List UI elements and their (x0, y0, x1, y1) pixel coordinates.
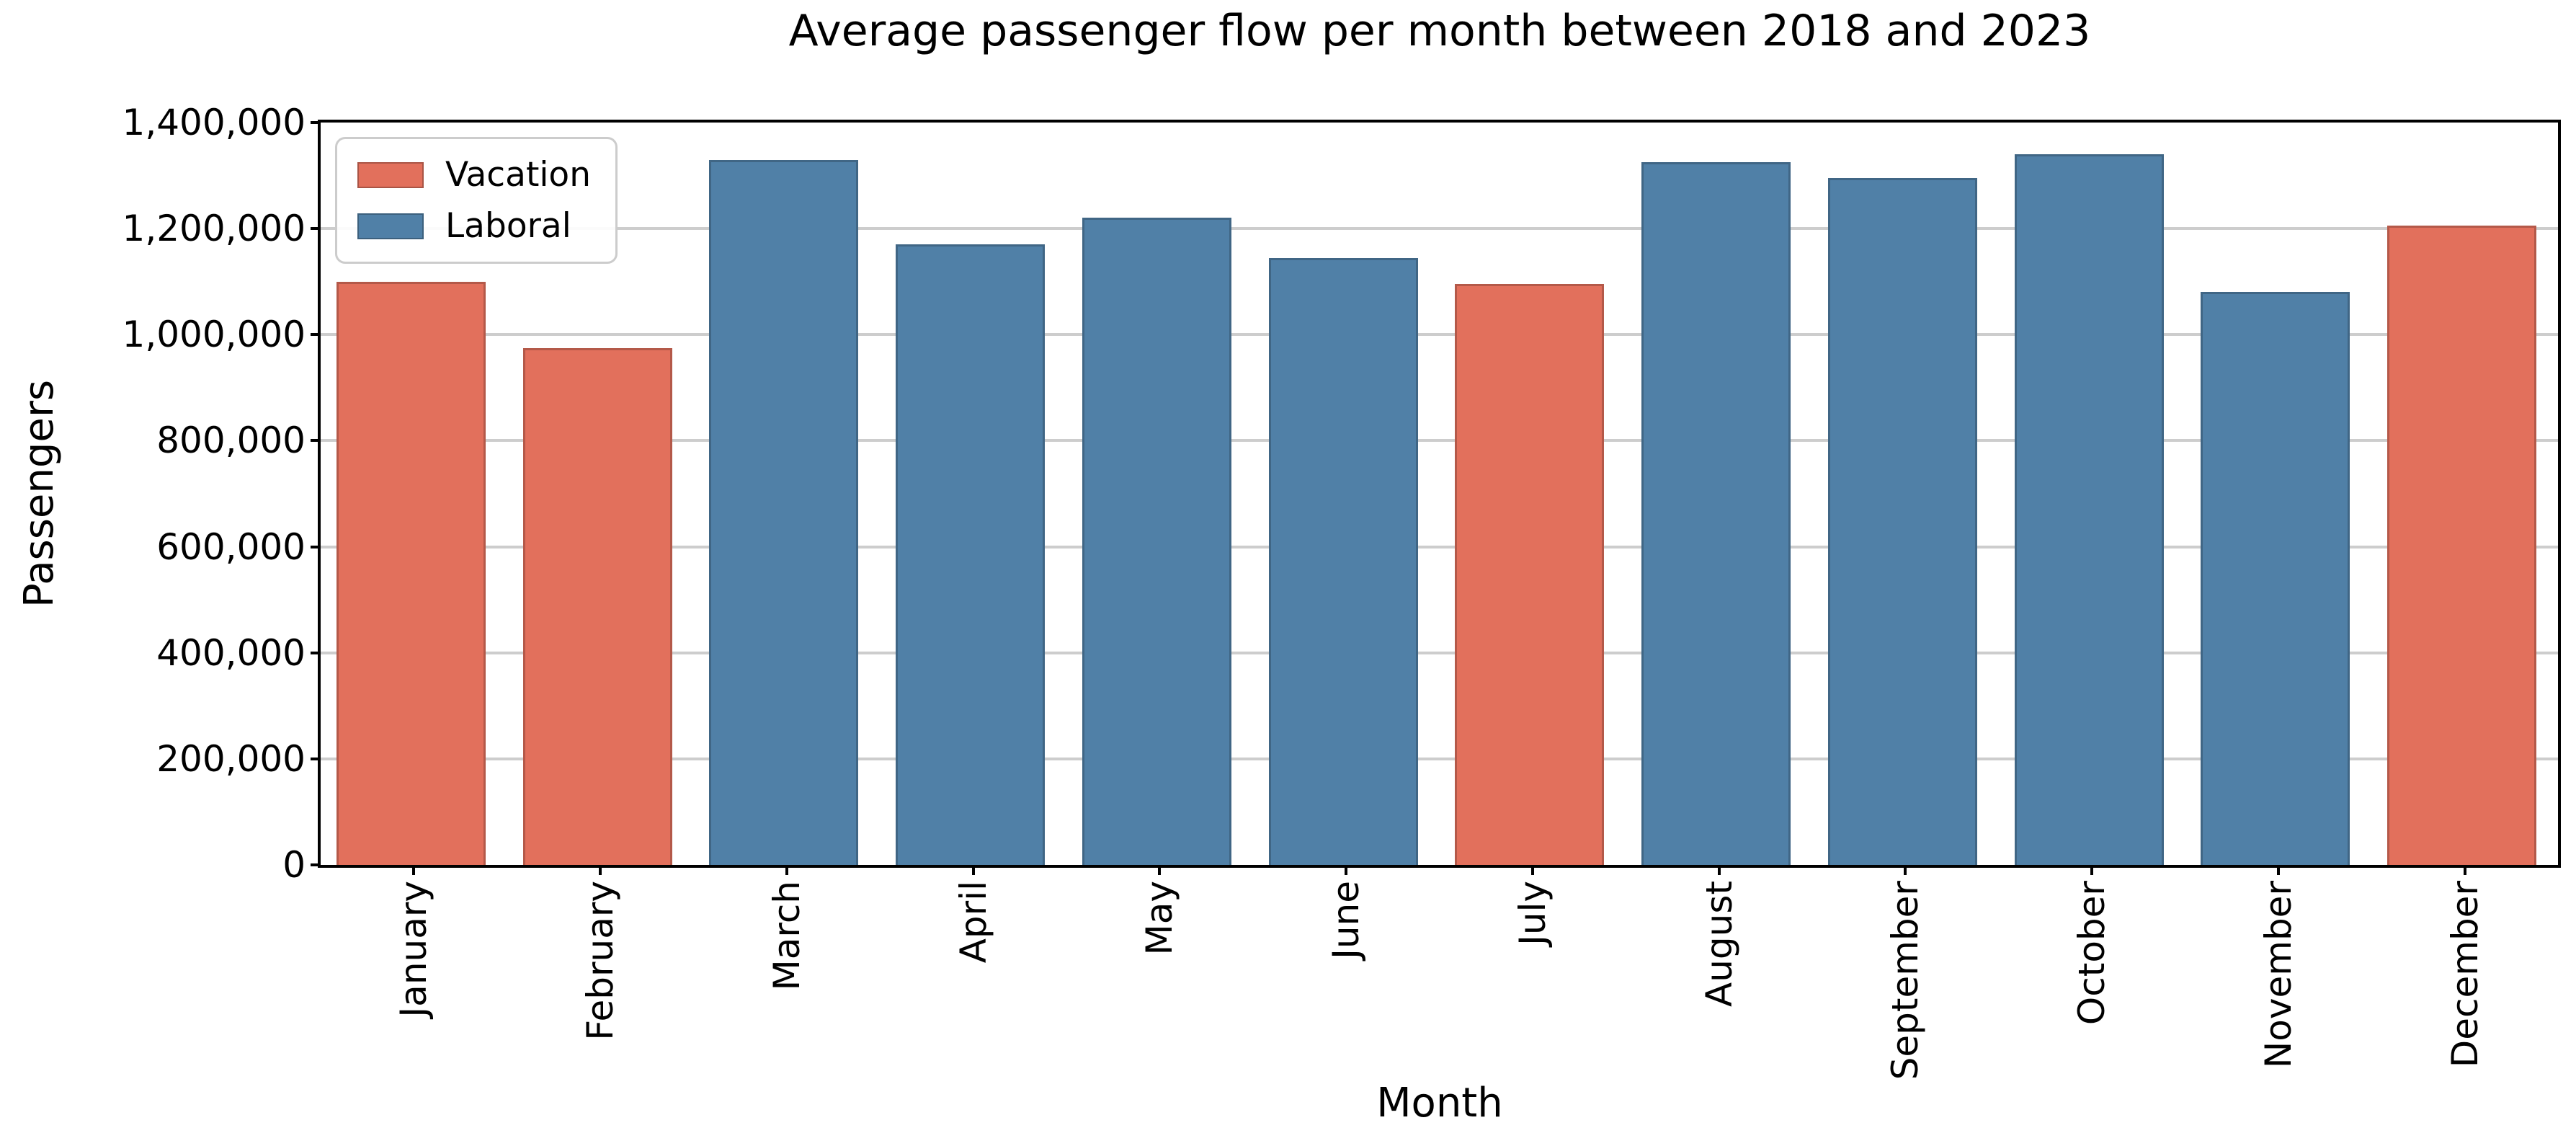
bar-march (709, 159, 859, 865)
gridline-400000 (321, 651, 2558, 654)
ytick-mark-800000 (311, 439, 321, 443)
bar-december (2387, 226, 2537, 865)
gridline-1000000 (321, 333, 2558, 337)
bar-april (896, 244, 1046, 865)
xtick-label-october: October (2071, 881, 2113, 1026)
legend-item-laboral: Laboral (357, 206, 591, 246)
xtick-label-september: September (1884, 881, 1927, 1080)
xtick-mark-april (971, 865, 975, 875)
bar-may (1082, 218, 1231, 865)
bar-august (1641, 162, 1791, 865)
ytick-label-1200000: 1,200,000 (122, 208, 306, 250)
bar-july (1455, 284, 1605, 865)
gridline-800000 (321, 439, 2558, 443)
xtick-mark-july (1530, 865, 1534, 875)
ytick-mark-1000000 (311, 333, 321, 337)
xtick-mark-august (1717, 865, 1721, 875)
ytick-label-0: 0 (282, 844, 306, 886)
xtick-label-july: July (1511, 881, 1554, 946)
ytick-mark-200000 (311, 757, 321, 760)
legend-swatch-laboral (357, 213, 424, 239)
chart-title: Average passenger flow per month between… (788, 6, 2091, 56)
ytick-label-600000: 600,000 (156, 525, 306, 568)
ytick-label-800000: 800,000 (156, 419, 306, 462)
xtick-mark-october (2090, 865, 2094, 875)
ytick-mark-1200000 (311, 227, 321, 231)
ytick-mark-400000 (311, 651, 321, 654)
xtick-label-march: March (765, 881, 808, 991)
bar-november (2201, 292, 2350, 865)
xtick-mark-january (412, 865, 416, 875)
xtick-label-june: June (1325, 881, 1368, 959)
gridline-600000 (321, 545, 2558, 548)
y-axis-label: Passengers (16, 379, 63, 608)
xtick-label-january: January (393, 881, 435, 1018)
x-axis-label: Month (1376, 1080, 1503, 1127)
ytick-label-1000000: 1,000,000 (122, 314, 306, 356)
xtick-label-february: February (579, 881, 622, 1041)
xtick-mark-november (2276, 865, 2280, 875)
ytick-label-200000: 200,000 (156, 737, 306, 780)
legend-swatch-vacation (357, 161, 424, 188)
legend-item-vacation: Vacation (357, 155, 591, 195)
gridline-1200000 (321, 227, 2558, 231)
bar-february (522, 347, 672, 865)
ytick-mark-1400000 (311, 121, 321, 124)
ytick-mark-0 (311, 863, 321, 866)
legend-label-vacation: Vacation (445, 155, 591, 195)
legend-label-laboral: Laboral (445, 206, 571, 246)
ytick-label-1400000: 1,400,000 (122, 102, 306, 143)
ytick-label-400000: 400,000 (156, 631, 306, 674)
xtick-mark-december (2463, 865, 2466, 875)
bar-june (1268, 257, 1418, 865)
xtick-mark-september (1904, 865, 1907, 875)
xtick-label-april: April (952, 881, 994, 964)
xtick-mark-february (599, 865, 602, 875)
xtick-mark-june (1345, 865, 1348, 875)
ytick-mark-600000 (311, 545, 321, 548)
xtick-label-may: May (1138, 881, 1181, 956)
xtick-mark-may (1158, 865, 1162, 875)
xtick-label-december: December (2443, 881, 2486, 1068)
gridline-200000 (321, 757, 2558, 760)
xtick-label-november: November (2257, 881, 2299, 1069)
xtick-mark-march (785, 865, 788, 875)
legend: Vacation Laboral (335, 137, 618, 264)
bar-january (336, 281, 486, 865)
xtick-label-august: August (1698, 881, 1740, 1007)
plot-area: Vacation Laboral (318, 120, 2561, 868)
bar-september (1827, 178, 1977, 865)
bar-october (2014, 154, 2164, 865)
